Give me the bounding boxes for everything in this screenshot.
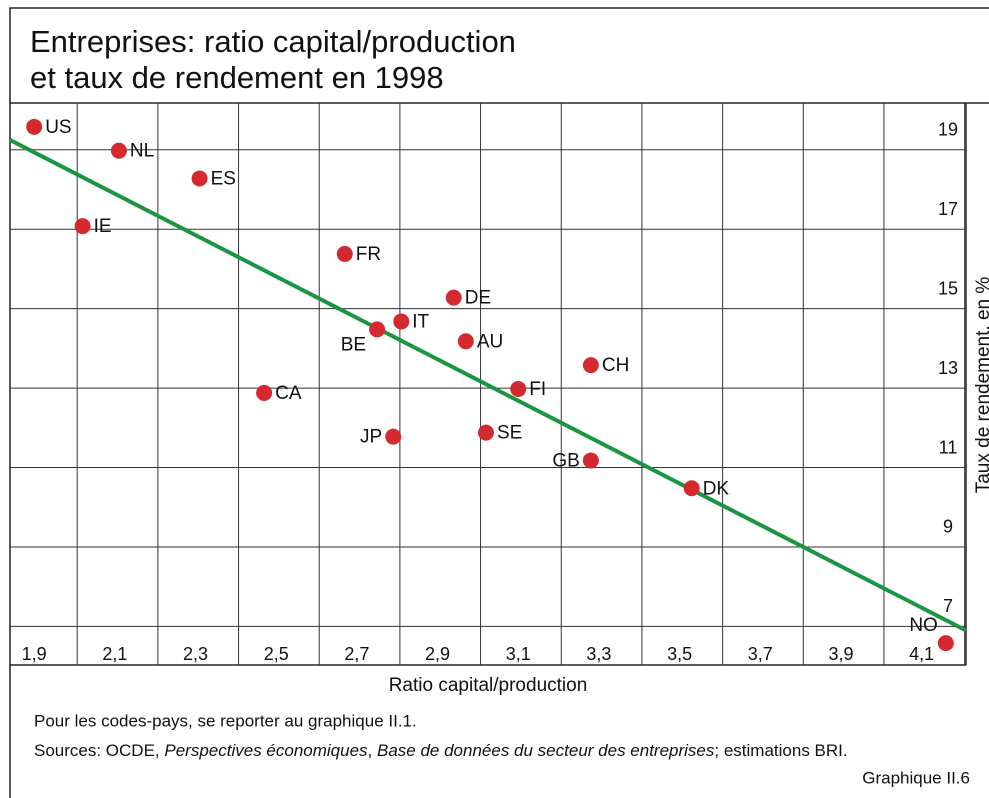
point-label: NL [130, 141, 154, 162]
x-tick-label: 3,5 [667, 644, 692, 664]
outer-frame [9, 7, 989, 798]
point [477, 424, 494, 441]
point [457, 333, 474, 350]
point [937, 635, 954, 652]
chart-title: et taux de rendement en 1998 [30, 60, 444, 95]
y-tick-label: 17 [938, 199, 958, 219]
point [510, 380, 527, 397]
point-label: CA [275, 383, 302, 404]
sources-part: ; estimations BRI. [714, 741, 847, 760]
point-label: DK [703, 478, 730, 499]
x-tick-label: 2,1 [102, 644, 127, 664]
point [336, 245, 353, 262]
y-tick-label: 7 [943, 596, 953, 616]
y-tick-label: 11 [939, 437, 958, 457]
x-tick-label: 3,3 [586, 644, 611, 664]
sources-part: , [368, 741, 377, 760]
point [110, 142, 127, 159]
sources: Sources: OCDE, Perspectives économiques,… [34, 741, 848, 760]
point [582, 357, 599, 374]
y-tick-label: 9 [943, 517, 953, 537]
x-tick-label: 1,9 [22, 644, 47, 664]
point-label: GB [552, 450, 579, 471]
x-tick-label: 4,1 [909, 644, 934, 664]
point-label: IT [412, 311, 429, 332]
x-axis-label: Ratio capital/production [389, 675, 588, 696]
x-tick-label: 3,9 [828, 644, 853, 664]
point-label: DE [465, 288, 491, 309]
point [683, 480, 700, 497]
point [393, 313, 410, 330]
point [26, 118, 43, 135]
point-label: ES [211, 168, 236, 189]
point-label: CH [602, 355, 629, 376]
x-tick-label: 2,9 [425, 644, 450, 664]
point-label: AU [477, 331, 503, 352]
point [582, 452, 599, 469]
y-tick-label: 19 [938, 120, 958, 140]
sources-part: Base de données du secteur des entrepris… [377, 741, 715, 760]
chart-title: Entreprises: ratio capital/production [30, 24, 516, 59]
y-axis-label: Taux de rendement, en % [973, 277, 989, 494]
point-label: US [45, 117, 71, 138]
x-tick-label: 3,1 [506, 644, 531, 664]
point [369, 321, 386, 338]
x-tick-label: 2,3 [183, 644, 208, 664]
point-label: FR [356, 244, 381, 265]
x-tick-label: 2,5 [264, 644, 289, 664]
trend-line [9, 138, 967, 633]
point [385, 428, 402, 445]
note: Pour les codes-pays, se reporter au grap… [34, 711, 417, 730]
point [256, 384, 273, 401]
point-label: JP [360, 427, 382, 448]
point-label: BE [341, 334, 366, 355]
point [445, 289, 462, 306]
point [74, 218, 91, 235]
point-label: FI [529, 379, 546, 400]
sources-part: Sources: OCDE, [34, 741, 164, 760]
point-label: SE [497, 423, 522, 444]
point [191, 170, 208, 187]
x-tick-label: 3,7 [748, 644, 773, 664]
y-tick-label: 13 [938, 358, 958, 378]
figure-label: Graphique II.6 [862, 768, 970, 787]
x-tick-label: 2,7 [344, 644, 369, 664]
point-label: NO [909, 615, 938, 636]
point-label: IE [94, 216, 112, 237]
y-tick-label: 15 [938, 278, 958, 298]
sources-part: Perspectives économiques [164, 741, 368, 760]
